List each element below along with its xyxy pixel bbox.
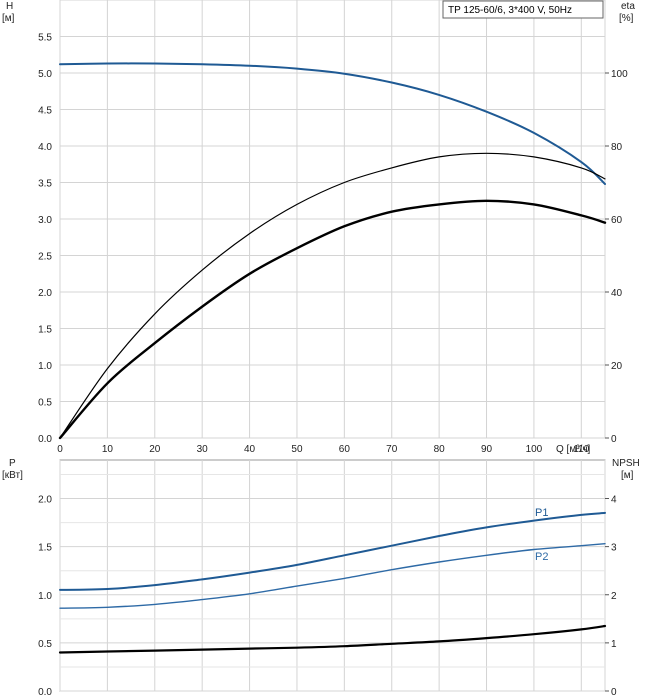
bottom-y2-axis-label: NPSH — [612, 458, 640, 469]
bottom-ticks: 0.0 0.5 1.0 1.5 2.0 0 1 2 3 4 — [38, 495, 617, 699]
y2-tick-label: 4 — [611, 495, 617, 506]
x-tick-label: 90 — [481, 444, 493, 455]
bottom-series — [58, 511, 607, 654]
x-tick-label: 70 — [386, 444, 398, 455]
chart-title-box — [442, 0, 604, 19]
series-line-p2 — [59, 543, 606, 609]
y-tick-label: 1.5 — [38, 543, 52, 554]
y2-tick-label: 20 — [611, 361, 623, 372]
y-tick-label: 4.0 — [38, 142, 52, 153]
y-tick-label: 0.5 — [38, 639, 52, 650]
y-tick-label: 2.5 — [38, 252, 52, 263]
x-tick-label: 50 — [291, 444, 303, 455]
y2-tick-label: 100 — [611, 69, 628, 80]
x-tick-label: 60 — [339, 444, 351, 455]
x-tick-label: 20 — [149, 444, 161, 455]
series-line-chart0-2 — [58, 199, 607, 440]
y2-tick-label: 3 — [611, 543, 617, 554]
top-y2-axis-unit: [%] — [619, 13, 634, 24]
y2-tick-label: 40 — [611, 288, 623, 299]
x-tick-label: 40 — [244, 444, 256, 455]
y-tick-label: 5.5 — [38, 33, 52, 44]
y-tick-label: 0.0 — [38, 687, 52, 698]
y-tick-label: 1.5 — [38, 325, 52, 336]
y-tick-label: 0.0 — [38, 434, 52, 445]
top-y-axis-unit: [м] — [2, 13, 15, 24]
x-tick-label: 30 — [197, 444, 209, 455]
bottom-grid — [59, 460, 606, 692]
y-tick-label: 1.0 — [38, 361, 52, 372]
y-tick-label: 5.0 — [38, 69, 52, 80]
series-line-chart0-0 — [59, 62, 606, 185]
power-npsh-chart: 0.0 0.5 1.0 1.5 2.0 0 1 2 3 4 P [кВт] NPSH [м] P1… — [2, 458, 640, 698]
series-label-p2: P2 — [535, 551, 548, 563]
top-grid — [59, 0, 606, 439]
x-tick-label: 10 — [102, 444, 114, 455]
top-y2-axis-label: eta — [621, 1, 635, 12]
series-line-chart1-2 — [58, 624, 607, 654]
bottom-y-axis-unit: [кВт] — [2, 470, 23, 481]
y2-tick-label: 0 — [611, 434, 617, 445]
y-tick-label: 4.5 — [38, 106, 52, 117]
y-tick-label: 3.0 — [38, 215, 52, 226]
top-series — [58, 62, 607, 440]
bottom-plot-area — [59, 459, 606, 692]
head-efficiency-chart: 0 10 20 30 40 50 60 70 80 90 100 110 0.0 0.5 1.0 1.5 2.0… — [2, 0, 635, 455]
y-tick-label: 1.0 — [38, 591, 52, 602]
x-tick-label: 0 — [57, 444, 63, 455]
y2-tick-label: 80 — [611, 142, 623, 153]
y-tick-label: 0.5 — [38, 398, 52, 409]
x-tick-label: 80 — [434, 444, 446, 455]
y2-tick-label: 0 — [611, 687, 617, 698]
x-tick-label: 110 — [573, 444, 589, 455]
x-tick-label: 100 — [526, 444, 543, 455]
y2-tick-label: 1 — [611, 639, 617, 650]
y-tick-label: 2.0 — [38, 288, 52, 299]
y-tick-label: 2.0 — [38, 495, 52, 506]
top-y-axis-label: H — [6, 1, 13, 12]
y2-tick-label: 2 — [611, 591, 617, 602]
top-ticks: 0 10 20 30 40 50 60 70 80 90 100 110 0.0 0.5 1.0 1.5 2.0… — [38, 33, 628, 456]
series-line-p1 — [59, 511, 606, 591]
y2-tick-label: 60 — [611, 215, 623, 226]
bottom-y-axis-label: P — [9, 458, 16, 469]
y-tick-label: 3.5 — [38, 179, 52, 190]
chart-title: TP 125-60/6, 3*400 V, 50Hz — [448, 5, 572, 16]
series-line-chart0-1 — [59, 152, 606, 439]
series-label-p1: P1 — [535, 507, 548, 519]
bottom-y2-axis-unit: [м] — [621, 470, 634, 481]
x-axis-label: Q [м³/ч] — [556, 444, 591, 455]
